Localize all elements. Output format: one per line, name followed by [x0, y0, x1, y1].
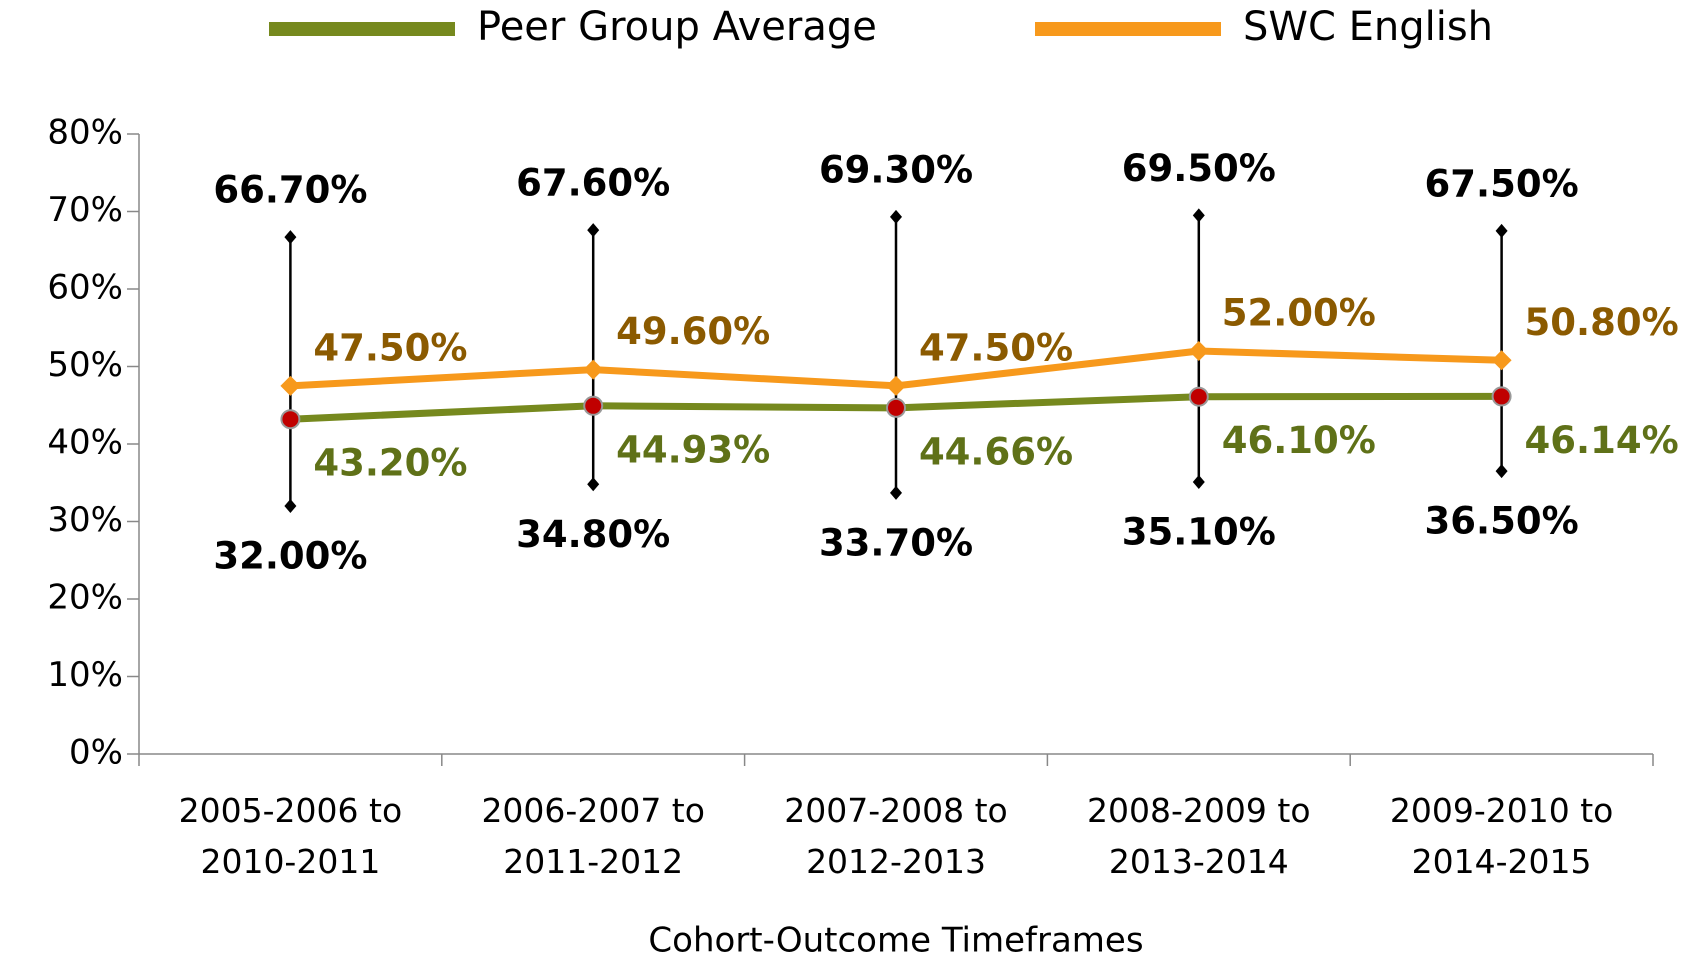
error-cap-low	[284, 499, 297, 513]
point-marker	[280, 375, 301, 396]
error-cap-high	[1495, 223, 1508, 238]
error-high-label: 69.50%	[1122, 147, 1276, 190]
y-tick-label: 60%	[47, 268, 123, 308]
error-cap-high	[284, 230, 297, 245]
legend-label: Peer Group Average	[477, 4, 877, 50]
value-label: 49.60%	[616, 310, 770, 353]
error-cap-high	[587, 223, 600, 238]
point-marker	[886, 397, 906, 418]
legend-label: SWC English	[1243, 4, 1493, 50]
x-tick-label: 2008-2009 to 2013-2014	[1087, 791, 1311, 881]
value-label: 46.14%	[1525, 419, 1679, 462]
error-cap-low	[1192, 474, 1205, 489]
error-cap-low	[890, 485, 902, 500]
x-tick-label: 2006-2007 to 2011-2012	[481, 791, 705, 881]
y-tick-label: 30%	[47, 500, 123, 540]
y-tick-label: 80%	[47, 113, 123, 153]
error-cap-low	[1495, 464, 1508, 479]
point-marker	[280, 409, 301, 430]
point-marker	[1188, 341, 1209, 361]
x-axis-title: Cohort-Outcome Timeframes	[648, 921, 1143, 959]
point-marker	[1188, 386, 1209, 407]
y-tick-label: 50%	[47, 345, 123, 385]
point-marker	[583, 359, 604, 380]
error-cap-high	[890, 209, 902, 224]
value-label: 46.10%	[1222, 419, 1376, 462]
y-tick-label: 20%	[47, 578, 123, 618]
value-label: 44.66%	[919, 430, 1073, 473]
y-tick-label: 70%	[47, 190, 123, 230]
point-marker	[886, 375, 906, 396]
x-tick-label: 2009-2010 to 2014-2015	[1389, 791, 1614, 881]
error-high-label: 66.70%	[213, 169, 367, 212]
point-marker	[1491, 350, 1512, 371]
error-cap-high	[1192, 208, 1205, 223]
x-tick-label: 2007-2008 to 2012-2013	[784, 791, 1008, 881]
error-cap-low	[587, 477, 600, 492]
y-tick-label: 40%	[47, 423, 123, 463]
value-label: 47.50%	[313, 326, 467, 369]
error-low-label: 34.80%	[516, 513, 670, 556]
error-low-label: 35.10%	[1122, 510, 1276, 553]
value-label: 50.80%	[1525, 301, 1679, 344]
value-label: 52.00%	[1222, 292, 1376, 335]
y-tick-label: 0%	[69, 733, 123, 773]
error-high-label: 67.50%	[1425, 162, 1579, 205]
value-label: 44.93%	[616, 428, 770, 471]
point-marker	[583, 395, 604, 416]
error-low-label: 32.00%	[213, 535, 367, 578]
error-low-label: 33.70%	[819, 521, 973, 564]
error-high-label: 69.30%	[819, 148, 973, 191]
y-tick-label: 10%	[47, 655, 123, 695]
x-tick-label: 2005-2006 to 2010-2011	[178, 791, 403, 881]
value-label: 47.50%	[919, 326, 1073, 369]
value-label: 43.20%	[313, 442, 467, 485]
point-marker	[1491, 386, 1512, 407]
error-low-label: 36.50%	[1425, 500, 1579, 543]
error-high-label: 67.60%	[516, 162, 670, 205]
